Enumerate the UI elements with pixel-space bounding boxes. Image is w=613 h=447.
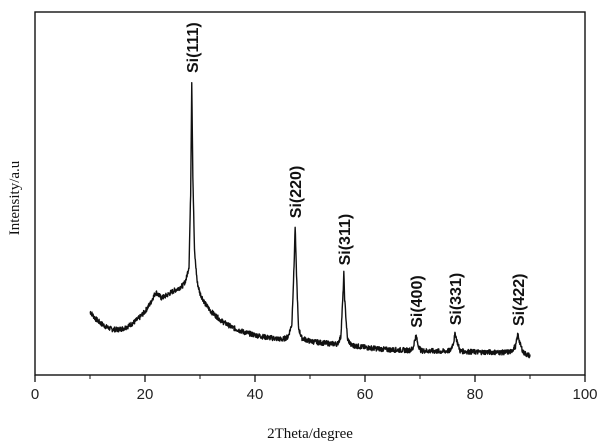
peak-label-5: Si(422)	[511, 274, 528, 326]
peak-annotations: Si(111) Si(220) Si(311) Si(400) Si(331) Si(42…	[185, 22, 528, 328]
x-axis-tick-labels: 0 20 40 60 80 100	[31, 386, 598, 403]
series-line	[89, 82, 531, 359]
peak-label-4: Si(331)	[448, 273, 465, 325]
x-axis-title: 2Theta/degree	[267, 426, 353, 442]
x-tick-label-80: 80	[467, 386, 484, 403]
x-tick-label-100: 100	[572, 386, 597, 403]
x-tick-label-60: 60	[357, 386, 374, 403]
x-tick-label-0: 0	[31, 386, 39, 403]
peak-label-1: Si(220)	[288, 166, 305, 218]
x-tick-label-40: 40	[247, 386, 264, 403]
y-axis-title: Intensity/a.u	[7, 160, 23, 235]
peak-label-2: Si(311)	[337, 214, 354, 266]
plot-frame	[34, 11, 586, 376]
x-axis-ticks	[34, 375, 586, 382]
x-tick-label-20: 20	[137, 386, 154, 403]
peak-label-3: Si(400)	[409, 275, 426, 327]
peak-label-0: Si(111)	[185, 22, 202, 73]
